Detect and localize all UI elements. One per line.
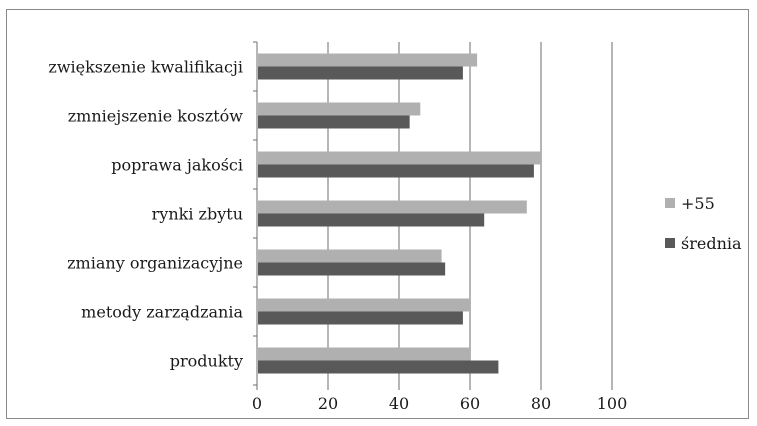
category-labels: zwiększenie kwalifikacji zmniejszenie kos… [48,58,243,371]
bar-srednia [258,66,463,80]
legend-swatch [665,198,675,208]
bar-srednia [258,115,410,129]
bar-plus55 [258,151,541,165]
category-label: poprawa jakości [111,156,243,175]
category-label: zmniejszenie kosztów [68,107,244,126]
x-tick-label: 100 [597,394,628,413]
category-label: rynki zbytu [152,205,243,224]
bars [258,53,541,374]
bar-srednia [258,360,499,374]
bar-plus55 [258,53,478,67]
category-label: zwiększenie kwalifikacji [48,58,243,77]
x-tick-labels: 0 20 40 60 80 100 [252,394,627,413]
bar-srednia [258,164,534,178]
category-label: metody zarządzania [81,303,243,322]
bar-chart: zwiększenie kwalifikacji zmniejszenie kos… [48,41,742,413]
legend-label: średnia [681,234,742,253]
legend-label: +55 [681,194,715,213]
category-label: zmiany organizacyjne [67,254,243,273]
x-tick-label: 20 [318,394,338,413]
bar-srednia [258,262,446,276]
x-tick-label: 0 [252,394,262,413]
x-tick-label: 60 [460,394,480,413]
x-tick-label: 40 [389,394,409,413]
bar-plus55 [258,249,442,263]
chart-frame: zwiększenie kwalifikacji zmniejszenie kos… [6,9,749,419]
axes [253,41,613,390]
bar-plus55 [258,347,470,361]
bar-plus55 [258,298,470,312]
bar-srednia [258,311,463,325]
bar-plus55 [258,200,527,214]
legend-swatch [665,238,675,248]
bar-plus55 [258,102,421,116]
bar-srednia [258,213,485,227]
legend: +55 średnia [665,194,742,253]
category-label: produkty [170,352,243,371]
x-tick-label: 80 [531,394,551,413]
